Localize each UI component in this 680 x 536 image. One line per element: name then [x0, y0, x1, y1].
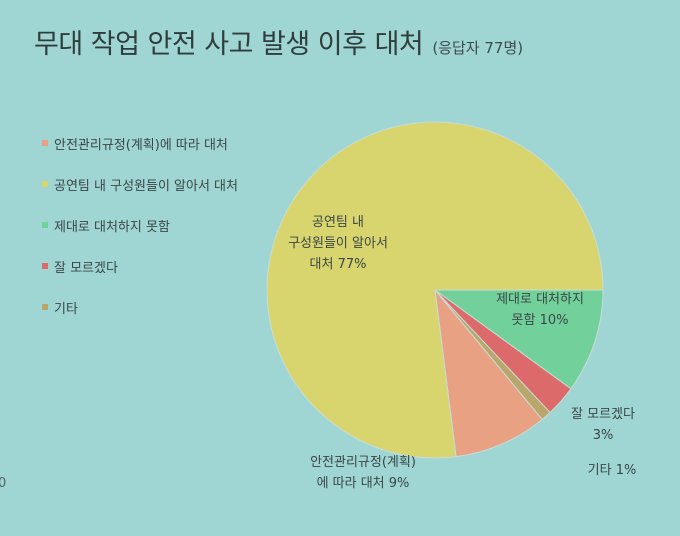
legend-item-failed: 제대로 대처하지 못함 [42, 216, 238, 235]
data-label-line: 구성원들이 알아서 [288, 236, 388, 251]
edge-text: 0 [0, 476, 7, 491]
data-label-line: 기타 1% [588, 463, 637, 478]
legend-item-team: 공연팀 내 구성원들이 알아서 대처 [42, 175, 238, 194]
data-label-line: 못함 10% [512, 313, 569, 328]
data-label-other: 기타 1% [588, 463, 637, 478]
legend-swatch [42, 304, 48, 310]
pie-slice-team [266, 121, 604, 459]
legend-swatch [42, 263, 48, 269]
legend-label: 공연팀 내 구성원들이 알아서 대처 [54, 178, 238, 194]
data-label-line: 대처 77% [310, 257, 367, 272]
legend-item-unknown: 잘 모르겠다 [42, 257, 238, 276]
data-label-plan: 안전관리규정(계획) 에 따라 대처 9% [310, 455, 416, 491]
data-label-line: 에 따라 대처 9% [317, 476, 410, 491]
legend-swatch [42, 222, 48, 228]
chart-title-block: 무대 작업 안전 사고 발생 이후 대처 (응답자 77명) [34, 22, 523, 61]
chart-title: 무대 작업 안전 사고 발생 이후 대처 [34, 29, 424, 60]
pie-slice-failed [433, 289, 604, 390]
chart-subtitle: (응답자 77명) [432, 39, 524, 57]
legend-item-other: 기타 [42, 298, 238, 317]
legend-swatch [42, 140, 48, 146]
legend-label: 잘 모르겠다 [54, 260, 118, 276]
legend-label: 기타 [54, 301, 78, 317]
data-label-line: 잘 모르겠다 [571, 407, 635, 422]
legend-swatch [42, 181, 48, 187]
chart-legend: 안전관리규정(계획)에 따라 대처 공연팀 내 구성원들이 알아서 대처 제대로… [42, 134, 238, 339]
data-label-line: 공연팀 내 [312, 215, 364, 230]
data-label-line: 안전관리규정(계획) [310, 455, 416, 470]
legend-label: 안전관리규정(계획)에 따라 대처 [54, 137, 228, 153]
pie-slice-plan [434, 288, 543, 458]
legend-label: 제대로 대처하지 못함 [54, 219, 170, 235]
data-label-line: 제대로 대처하지 [496, 292, 584, 307]
data-label-unknown: 잘 모르겠다 3% [571, 407, 635, 443]
data-label-line: 3% [593, 428, 614, 443]
legend-item-plan: 안전관리규정(계획)에 따라 대처 [42, 134, 238, 153]
